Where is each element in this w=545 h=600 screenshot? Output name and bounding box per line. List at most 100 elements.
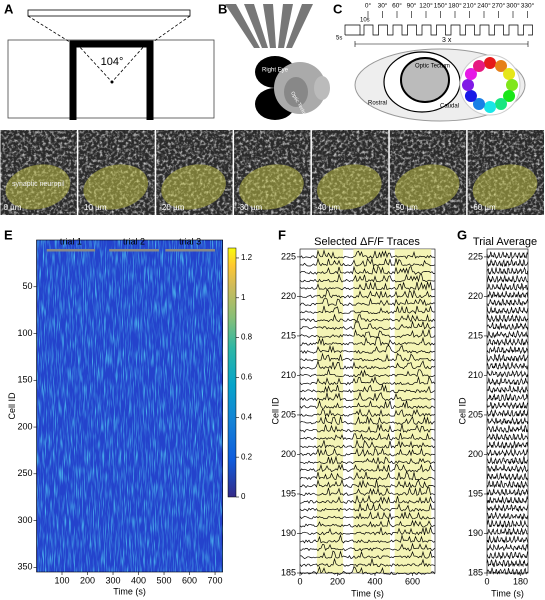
trace <box>486 455 529 465</box>
y-axis-label: Cell ID <box>457 397 467 425</box>
depth-label: -40 µm <box>315 203 340 212</box>
trace <box>299 399 436 410</box>
trace <box>486 479 529 489</box>
trace <box>486 416 529 426</box>
trace <box>299 368 436 378</box>
trace <box>486 282 529 291</box>
trace <box>486 306 529 315</box>
depth-label: -50 µm <box>393 203 418 212</box>
trace <box>299 305 436 315</box>
depth-label: 0 µm <box>4 203 22 212</box>
trace <box>486 519 529 529</box>
y-tick-label: 100 <box>17 328 32 338</box>
trial-label: trial 2 <box>123 236 145 246</box>
trace <box>486 534 529 544</box>
y-tick-label: 150 <box>17 375 32 385</box>
trace <box>299 359 436 371</box>
y-tick-label: 210 <box>281 370 296 380</box>
panel-letter: E <box>4 227 13 242</box>
trace <box>299 432 436 441</box>
x-tick-label: 0 <box>297 576 302 586</box>
trace <box>486 258 529 268</box>
color-dot <box>503 68 516 80</box>
y-tick-label: 190 <box>281 528 296 538</box>
color-dot <box>464 90 477 102</box>
trace <box>486 361 529 371</box>
trace <box>486 384 529 394</box>
eye-label: Right Eye <box>262 68 289 74</box>
trace <box>486 527 529 536</box>
neuropil-region <box>316 164 382 210</box>
x-tick-label: 700 <box>208 575 223 585</box>
panel-letter: C <box>333 1 343 16</box>
panel-letter: B <box>218 1 227 16</box>
caudal-label: Caudal <box>440 104 459 110</box>
color-dot <box>484 57 496 69</box>
y-axis-label: Cell ID <box>270 397 280 425</box>
axes-frame <box>36 239 223 573</box>
colorbar-tick-label: 1.2 <box>241 253 253 262</box>
trace <box>299 463 436 473</box>
panel-letter: G <box>457 227 467 242</box>
angle-label: 330° <box>521 2 535 10</box>
x-axis-label: Time (s) <box>113 586 146 596</box>
trace <box>299 297 436 307</box>
y-tick-label: 195 <box>468 488 483 498</box>
trace <box>299 542 436 552</box>
angle-label: 210° <box>463 2 477 10</box>
color-dot <box>506 79 518 91</box>
trace <box>299 470 436 481</box>
trace <box>299 383 436 394</box>
trial-label: trial 1 <box>60 236 82 246</box>
stimulus-trace <box>345 24 533 36</box>
y-tick-label: 215 <box>281 330 296 340</box>
trace <box>299 336 436 347</box>
panel-letter: A <box>4 1 14 16</box>
x-tick-label: 400 <box>367 576 382 586</box>
trace <box>486 440 529 450</box>
colorbar-tick-label: 0.6 <box>241 373 253 382</box>
neuropil-region <box>394 164 460 210</box>
trace <box>299 265 436 275</box>
y-tick-label: 225 <box>468 251 483 261</box>
depth-label: -10 µm <box>81 203 106 212</box>
colorbar-tick-label: 0 <box>241 492 246 501</box>
trace <box>299 423 436 433</box>
neuropil-region <box>83 164 149 210</box>
y-axis-label: Cell ID <box>7 392 17 420</box>
color-dot <box>495 98 507 111</box>
angle-label: 120° <box>419 2 433 10</box>
depth-label: -30 µm <box>237 203 262 212</box>
x-tick-label: 600 <box>405 576 420 586</box>
trace <box>299 408 436 418</box>
colorbar-tick-label: 0.8 <box>241 333 253 342</box>
trace <box>299 486 436 497</box>
trace <box>486 488 529 497</box>
trace <box>299 375 436 386</box>
x-tick-label: 200 <box>330 576 345 586</box>
trace <box>299 289 436 299</box>
stimulus-shade <box>353 249 390 573</box>
x-axis-label: Time (s) <box>491 588 524 598</box>
trace <box>299 344 436 354</box>
rostral-label: Rostral <box>368 101 387 107</box>
duration-label: 5s <box>336 36 342 42</box>
x-tick-label: 500 <box>157 575 172 585</box>
trace <box>486 550 529 560</box>
y-tick-label: 220 <box>468 291 483 301</box>
neuropil-region <box>472 164 538 210</box>
trace <box>299 439 436 449</box>
neuropil-region <box>5 164 71 210</box>
trial-bar <box>109 249 159 252</box>
trace <box>486 448 529 458</box>
trace <box>486 290 529 299</box>
angle-label: 30° <box>378 2 388 10</box>
y-tick-label: 200 <box>17 421 32 431</box>
depth-label: -20 µm <box>159 203 184 212</box>
region-label: synaptic neuropil <box>12 181 65 188</box>
trace <box>486 314 529 323</box>
y-tick-label: 50 <box>22 281 32 291</box>
x-tick-label: 100 <box>54 575 69 585</box>
trace <box>299 550 436 560</box>
angle-label: 0° <box>365 2 372 10</box>
